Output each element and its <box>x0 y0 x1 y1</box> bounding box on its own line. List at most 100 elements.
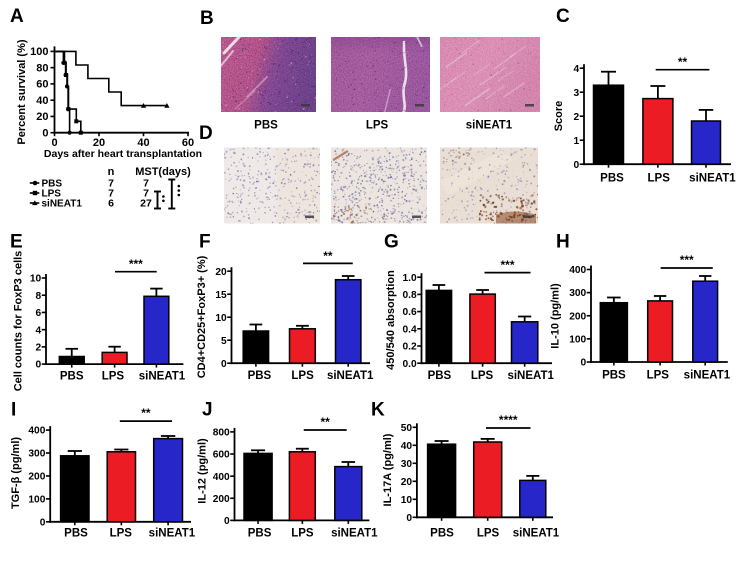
svg-text:PBS: PBS <box>430 528 454 540</box>
svg-text:**: ** <box>678 55 688 69</box>
svg-text:0.6: 0.6 <box>403 307 417 318</box>
svg-text:siNEAT1: siNEAT1 <box>327 370 374 382</box>
svg-text:siNEAT1: siNEAT1 <box>42 199 83 210</box>
svg-text:LPS: LPS <box>110 528 133 540</box>
svg-text:0.8: 0.8 <box>403 290 417 301</box>
svg-text:20: 20 <box>215 267 227 278</box>
svg-text:Score: Score <box>553 101 565 132</box>
svg-text:200: 200 <box>569 311 586 322</box>
svg-text:PBS: PBS <box>254 120 278 132</box>
svg-text:4: 4 <box>36 325 42 336</box>
svg-text:***: *** <box>680 253 694 267</box>
svg-text:n: n <box>108 166 115 178</box>
svg-text:J: J <box>202 400 213 421</box>
svg-text:40: 40 <box>401 441 413 452</box>
svg-text:A: A <box>10 6 24 27</box>
svg-text:K: K <box>371 400 385 421</box>
svg-text:siNEAT1: siNEAT1 <box>331 528 378 540</box>
svg-text:200: 200 <box>213 494 230 505</box>
svg-text:7: 7 <box>143 188 149 200</box>
svg-text:20: 20 <box>93 137 105 149</box>
svg-text:***: *** <box>129 257 143 271</box>
svg-text:E: E <box>10 232 23 253</box>
svg-text:LPS: LPS <box>647 370 670 382</box>
svg-text:LPS: LPS <box>477 528 500 540</box>
svg-text:Cell counts for FoxP3 cells: Cell counts for FoxP3 cells <box>13 251 25 392</box>
svg-text:50: 50 <box>401 423 413 434</box>
svg-text:TGF-β (pg/ml): TGF-β (pg/ml) <box>10 437 22 509</box>
svg-text:60: 60 <box>36 79 48 91</box>
svg-text:0: 0 <box>581 358 587 369</box>
svg-text:PBS: PBS <box>602 370 626 382</box>
svg-text:H: H <box>556 232 570 253</box>
svg-text:300: 300 <box>28 449 45 460</box>
svg-text:PBS: PBS <box>428 370 452 382</box>
svg-text:400: 400 <box>213 472 230 483</box>
svg-text:siNEAT1: siNEAT1 <box>139 371 186 383</box>
svg-text:6: 6 <box>108 198 114 210</box>
svg-text:0: 0 <box>42 128 48 140</box>
svg-text:**: ** <box>141 406 151 420</box>
svg-text:LPS: LPS <box>291 528 314 540</box>
svg-text:LPS: LPS <box>102 371 125 383</box>
svg-text:1.0: 1.0 <box>403 273 417 284</box>
svg-text:4: 4 <box>574 64 580 75</box>
svg-text:siNEAT1: siNEAT1 <box>689 173 736 185</box>
svg-text:400: 400 <box>28 426 45 437</box>
svg-text:Percent survival (%): Percent survival (%) <box>16 39 28 144</box>
svg-text:0: 0 <box>406 513 412 524</box>
svg-text:10: 10 <box>30 274 42 285</box>
svg-text:400: 400 <box>569 265 586 276</box>
svg-text:60: 60 <box>182 137 194 149</box>
svg-text:6: 6 <box>36 308 42 319</box>
svg-text:0: 0 <box>574 160 580 171</box>
svg-text:0: 0 <box>36 360 42 371</box>
svg-text:C: C <box>556 6 570 27</box>
svg-text:300: 300 <box>569 288 586 299</box>
svg-text:200: 200 <box>28 472 45 483</box>
svg-text:PBS: PBS <box>60 371 84 383</box>
svg-text:0.4: 0.4 <box>403 324 417 335</box>
svg-text:40: 40 <box>36 95 48 107</box>
svg-text:PBS: PBS <box>248 528 272 540</box>
svg-text:0.0: 0.0 <box>403 359 417 370</box>
svg-text:2: 2 <box>574 112 580 123</box>
svg-text:PBS: PBS <box>248 370 272 382</box>
svg-text:20: 20 <box>401 477 413 488</box>
svg-text:8: 8 <box>36 291 42 302</box>
svg-text:100: 100 <box>30 46 48 58</box>
svg-text:CD4+CD25+FoxP3+ (%): CD4+CD25+FoxP3+ (%) <box>196 255 208 378</box>
svg-text:LPS: LPS <box>42 189 62 200</box>
svg-text:siNEAT1: siNEAT1 <box>513 528 560 540</box>
svg-text:siNEAT1: siNEAT1 <box>684 370 731 382</box>
svg-text:0: 0 <box>221 359 227 370</box>
svg-text:7: 7 <box>108 188 114 200</box>
svg-text:3: 3 <box>574 88 580 99</box>
svg-text:1: 1 <box>574 136 580 147</box>
svg-text:LPS: LPS <box>366 120 389 132</box>
svg-text:450/540 absorption: 450/540 absorption <box>385 270 397 370</box>
svg-text:7: 7 <box>108 178 114 190</box>
svg-text:0: 0 <box>40 517 46 528</box>
svg-text:40: 40 <box>137 137 149 149</box>
svg-text:800: 800 <box>213 428 230 439</box>
svg-text:I: I <box>11 400 16 421</box>
svg-text:80: 80 <box>36 62 48 74</box>
svg-text:LPS: LPS <box>291 370 314 382</box>
svg-text:7: 7 <box>143 178 149 190</box>
svg-text:PBS: PBS <box>64 528 88 540</box>
svg-text:15: 15 <box>215 290 227 301</box>
svg-text:IL-17A (pg/ml): IL-17A (pg/ml) <box>382 433 394 506</box>
svg-text:LPS: LPS <box>648 173 671 185</box>
svg-text:20: 20 <box>36 111 48 123</box>
svg-text:5: 5 <box>221 336 227 347</box>
svg-text:siNEAT1: siNEAT1 <box>149 528 196 540</box>
svg-text:10: 10 <box>401 495 413 506</box>
svg-text:10: 10 <box>215 313 227 324</box>
svg-text:F: F <box>199 232 211 253</box>
svg-text:IL-10 (pg/ml): IL-10 (pg/ml) <box>550 283 562 349</box>
svg-text:IL-12 (pg/ml): IL-12 (pg/ml) <box>197 438 209 504</box>
svg-text:PBS: PBS <box>42 179 63 190</box>
svg-text:B: B <box>200 8 214 29</box>
svg-text:siNEAT1: siNEAT1 <box>466 120 513 132</box>
